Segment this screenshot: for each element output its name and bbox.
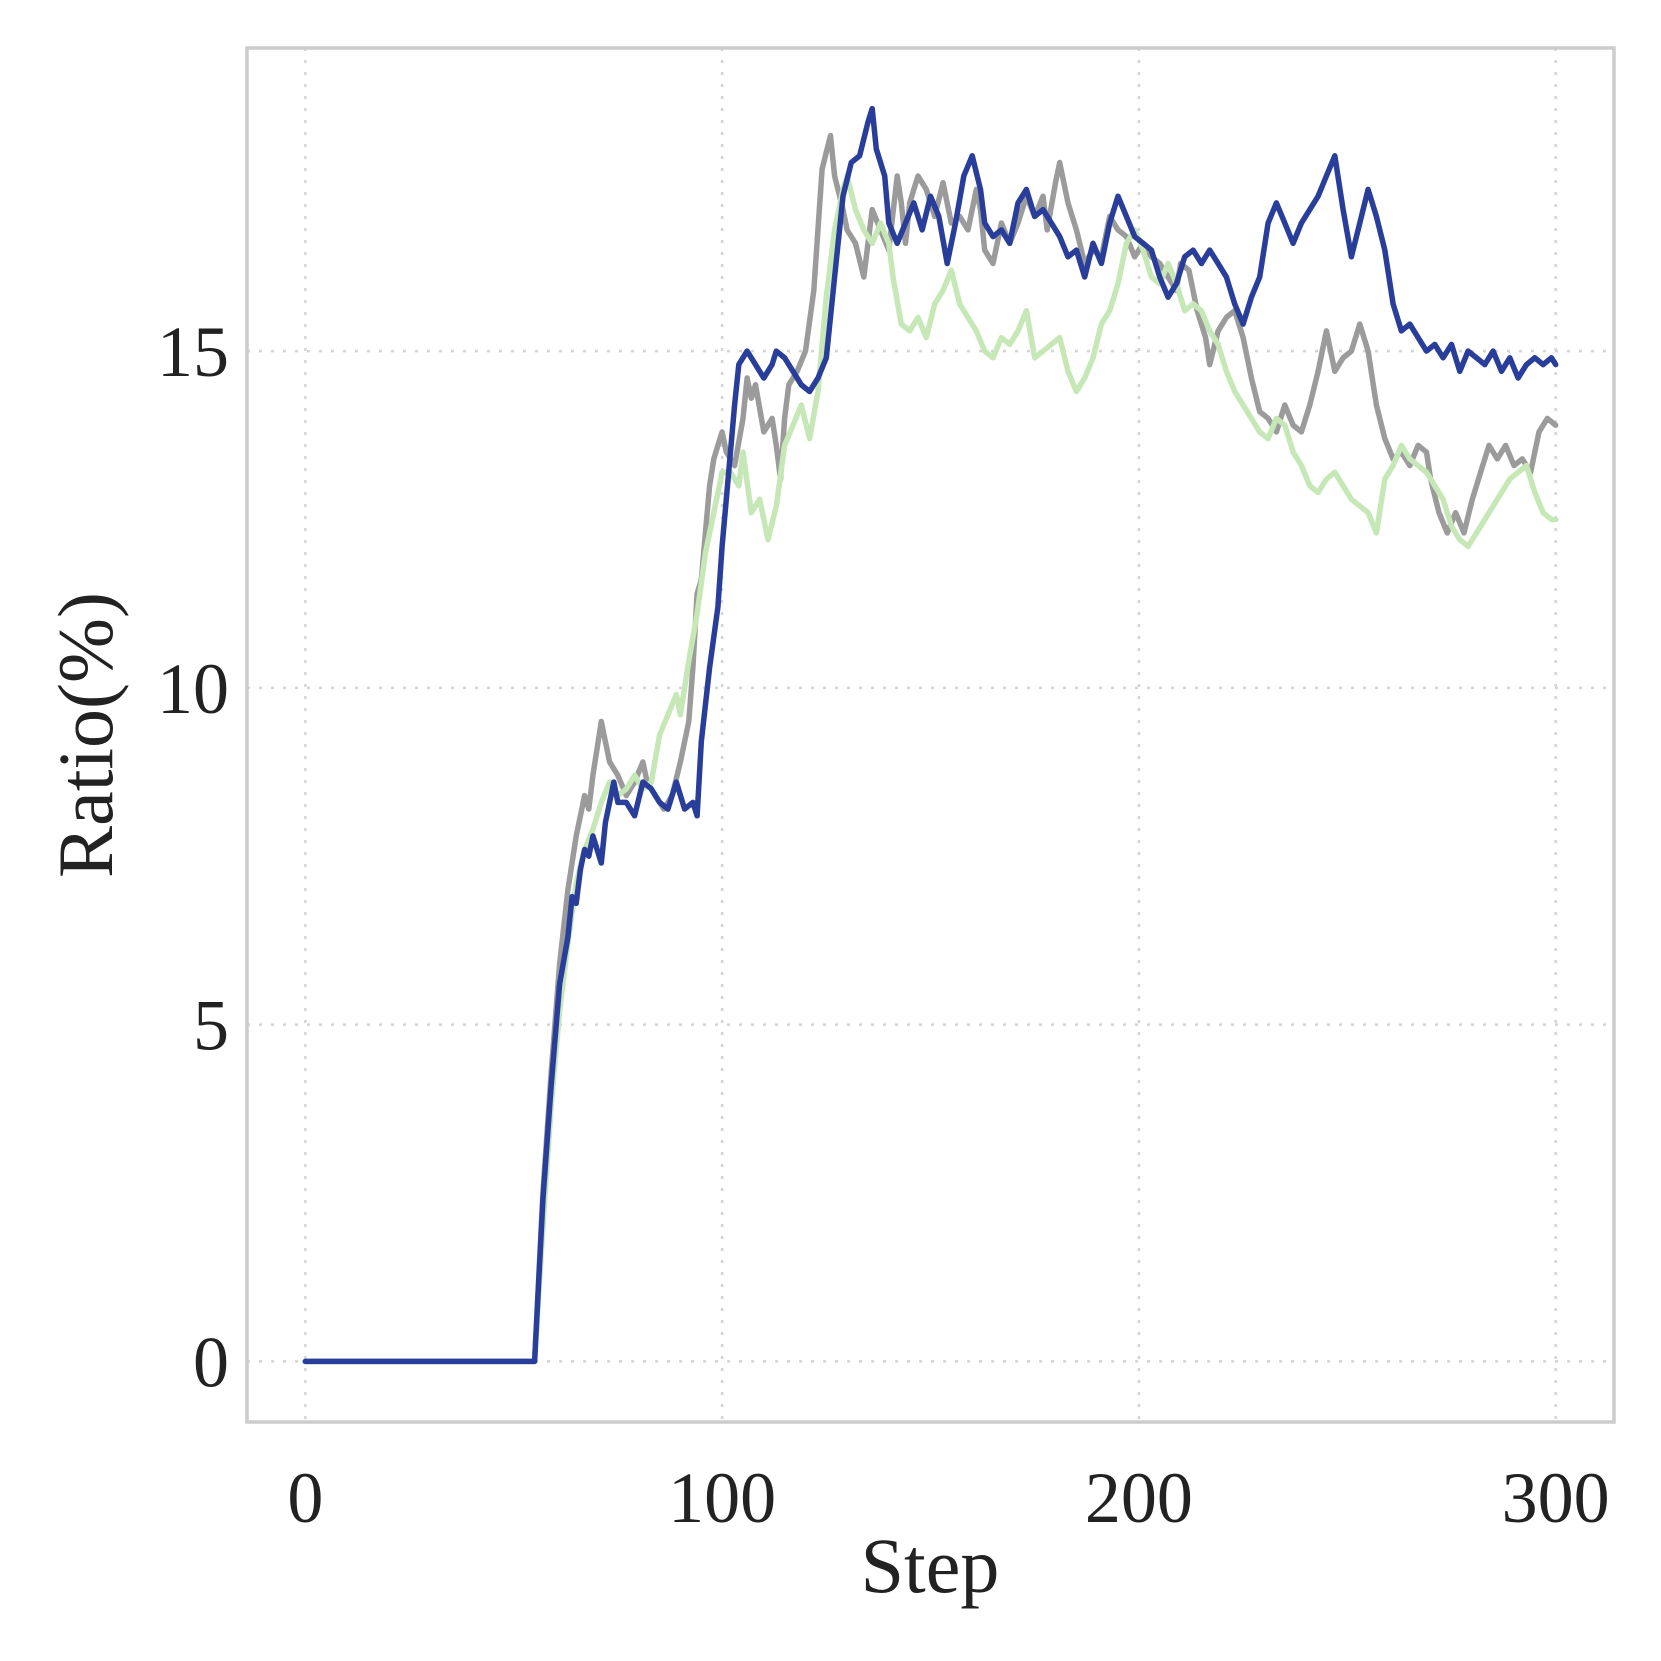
tick-labels: 0 100 200 300 0 5 10 15 bbox=[157, 312, 1610, 1538]
series-line-3 bbox=[302, 105, 1559, 1365]
series-lines bbox=[302, 105, 1559, 1365]
y-tick-label: 15 bbox=[157, 312, 229, 392]
plot-frame bbox=[245, 46, 1616, 1424]
y-tick-label: 10 bbox=[157, 649, 229, 729]
series-line-2 bbox=[302, 173, 1559, 1365]
grid-lines bbox=[247, 48, 1614, 1422]
x-tick-label: 100 bbox=[668, 1458, 776, 1538]
x-axis-title: Step bbox=[861, 1522, 1000, 1609]
x-tick-label: 200 bbox=[1085, 1458, 1193, 1538]
series-line-1 bbox=[302, 132, 1559, 1365]
y-tick-label: 5 bbox=[193, 986, 229, 1066]
x-tick-label: 0 bbox=[287, 1458, 323, 1538]
y-tick-label: 0 bbox=[193, 1322, 229, 1402]
x-tick-label: 300 bbox=[1502, 1458, 1610, 1538]
y-axis-title: Ratio(%) bbox=[42, 592, 129, 878]
